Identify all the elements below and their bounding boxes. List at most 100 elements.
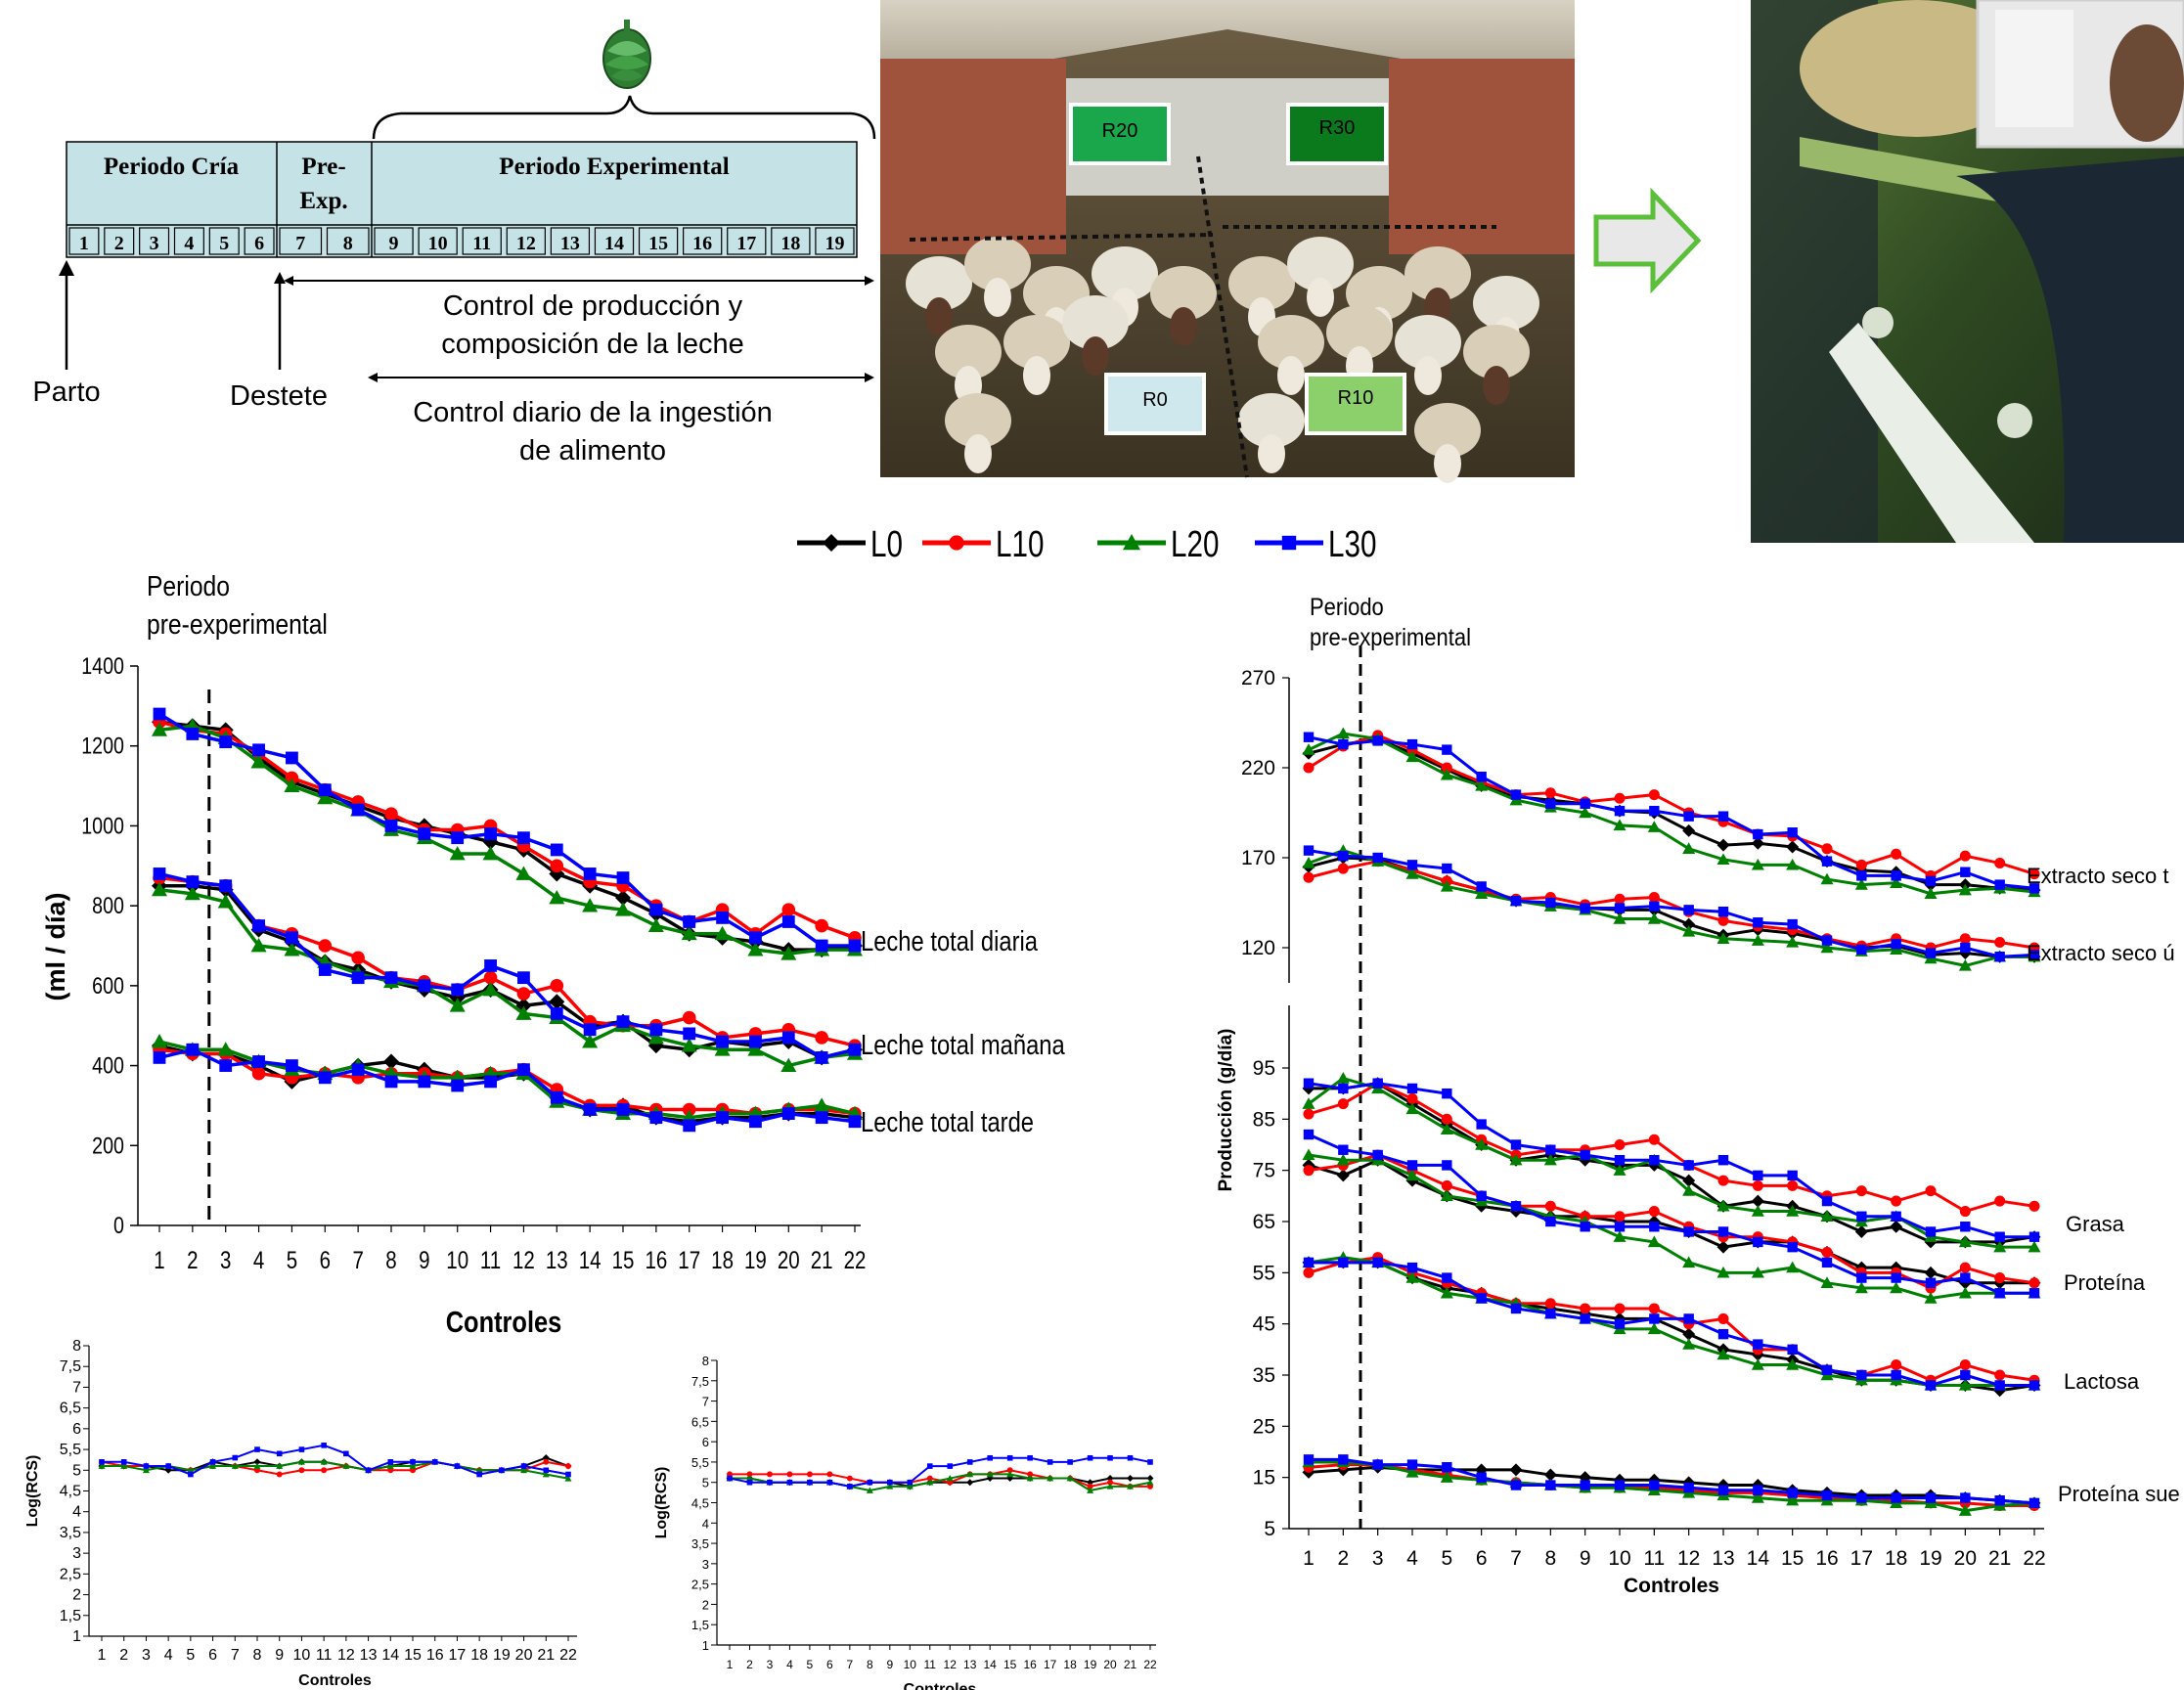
data-point bbox=[543, 1467, 550, 1474]
data-point bbox=[1891, 1369, 1901, 1381]
sheep-shape bbox=[1287, 237, 1354, 317]
data-point bbox=[1545, 1309, 1556, 1319]
y-tick-label: 4 bbox=[72, 1504, 81, 1521]
group-6: Proteína sue bbox=[1302, 1454, 2180, 1516]
y-tick-label: 170 bbox=[1241, 847, 1275, 869]
data-point bbox=[564, 1475, 572, 1482]
data-point bbox=[1440, 1189, 1453, 1202]
data-point bbox=[616, 871, 630, 884]
data-point bbox=[1087, 1487, 1094, 1493]
x-tick-label: 21 bbox=[537, 1647, 555, 1664]
data-point bbox=[219, 735, 233, 749]
x-tick-label: 20 bbox=[515, 1647, 533, 1664]
data-point bbox=[1302, 857, 1315, 868]
data-point bbox=[1994, 1231, 2005, 1242]
data-point bbox=[252, 1055, 265, 1068]
y-tick-label: 7,5 bbox=[691, 1374, 709, 1389]
x-tick-label: 21 bbox=[1988, 1547, 2011, 1570]
data-point bbox=[649, 1111, 663, 1125]
data-point bbox=[1441, 762, 1452, 774]
series-legend: L0 L10 L20 L30 bbox=[797, 524, 1376, 565]
series-line bbox=[1308, 1158, 2034, 1285]
group-label: Proteína sue bbox=[2058, 1482, 2180, 1506]
data-point bbox=[1787, 1488, 1798, 1498]
data-point bbox=[317, 789, 334, 805]
data-point bbox=[1476, 1293, 1487, 1304]
pen-label-r30: R30 bbox=[1286, 103, 1388, 165]
y-tick-label: 8 bbox=[702, 1354, 709, 1368]
group-5: Lactosa bbox=[1302, 1251, 2140, 1398]
data-point bbox=[683, 1119, 696, 1133]
data-point bbox=[583, 1023, 597, 1037]
y-tick-label: 270 bbox=[1241, 667, 1275, 689]
data-point bbox=[152, 881, 167, 897]
data-point bbox=[542, 1454, 550, 1462]
x-tick-label: 5 bbox=[287, 1246, 297, 1273]
data-point bbox=[781, 903, 796, 917]
data-point bbox=[209, 1459, 216, 1465]
data-point bbox=[1543, 1153, 1557, 1166]
data-point bbox=[1087, 1454, 1093, 1461]
data-point bbox=[682, 1010, 696, 1025]
data-point bbox=[1994, 952, 2005, 962]
data-point bbox=[1890, 1220, 1903, 1233]
data-point bbox=[184, 885, 201, 901]
data-point bbox=[517, 971, 530, 985]
data-point bbox=[276, 1450, 283, 1457]
data-point bbox=[1303, 1108, 1315, 1120]
data-point bbox=[1440, 1471, 1453, 1483]
x-tick-label: 16 bbox=[426, 1647, 444, 1664]
data-point bbox=[449, 998, 466, 1012]
x-tick-label: 17 bbox=[1850, 1547, 1873, 1570]
data-point bbox=[1106, 1483, 1114, 1490]
pen-label-r0: R0 bbox=[1104, 373, 1206, 435]
data-point bbox=[1510, 1201, 1522, 1212]
legend-marker bbox=[823, 534, 840, 552]
data-point bbox=[1442, 1272, 1452, 1283]
y-tick-label: 1400 bbox=[81, 652, 124, 679]
data-point bbox=[780, 946, 797, 960]
data-point bbox=[1006, 1467, 1013, 1474]
data-point bbox=[410, 1459, 416, 1465]
data-point bbox=[1510, 1139, 1522, 1150]
y-tick-label: 3,5 bbox=[691, 1536, 709, 1551]
x-tick-label: 8 bbox=[867, 1658, 873, 1671]
series-line bbox=[158, 1047, 856, 1128]
data-point bbox=[815, 1111, 828, 1125]
data-point bbox=[1682, 1174, 1696, 1187]
data-point bbox=[786, 1479, 793, 1486]
data-point bbox=[1854, 878, 1868, 890]
data-point bbox=[550, 1090, 563, 1104]
data-point bbox=[2028, 1240, 2041, 1253]
series-line bbox=[1308, 1256, 2035, 1382]
y-tick-label: 120 bbox=[1241, 937, 1275, 959]
data-point bbox=[1924, 1292, 1938, 1304]
legend-marker bbox=[1123, 534, 1140, 551]
data-point bbox=[1960, 867, 1971, 877]
week-cell-4: 4 bbox=[173, 227, 204, 255]
data-point bbox=[2028, 1231, 2040, 1242]
data-point bbox=[926, 1475, 933, 1482]
data-point bbox=[848, 939, 862, 953]
data-point bbox=[1545, 897, 1556, 909]
x-tick-label: 2 bbox=[746, 1658, 753, 1671]
data-point bbox=[946, 1475, 954, 1482]
week-label: 5 bbox=[219, 233, 229, 254]
data-point bbox=[217, 1042, 234, 1056]
data-point bbox=[2028, 883, 2040, 894]
data-point bbox=[1648, 891, 1660, 904]
data-point bbox=[286, 931, 298, 945]
data-point bbox=[1682, 917, 1696, 931]
data-point bbox=[1406, 1160, 1418, 1171]
data-point bbox=[418, 1075, 431, 1089]
data-point bbox=[907, 1479, 914, 1486]
data-point bbox=[1683, 1313, 1694, 1324]
x-tick-label: 8 bbox=[253, 1647, 262, 1664]
data-point bbox=[143, 1463, 150, 1469]
series-line bbox=[1309, 1261, 2034, 1388]
week-label: 8 bbox=[343, 233, 353, 254]
data-point bbox=[386, 1462, 394, 1469]
data-point bbox=[1717, 1485, 1729, 1495]
data-point bbox=[1753, 1236, 1763, 1248]
data-point bbox=[1580, 1480, 1590, 1490]
